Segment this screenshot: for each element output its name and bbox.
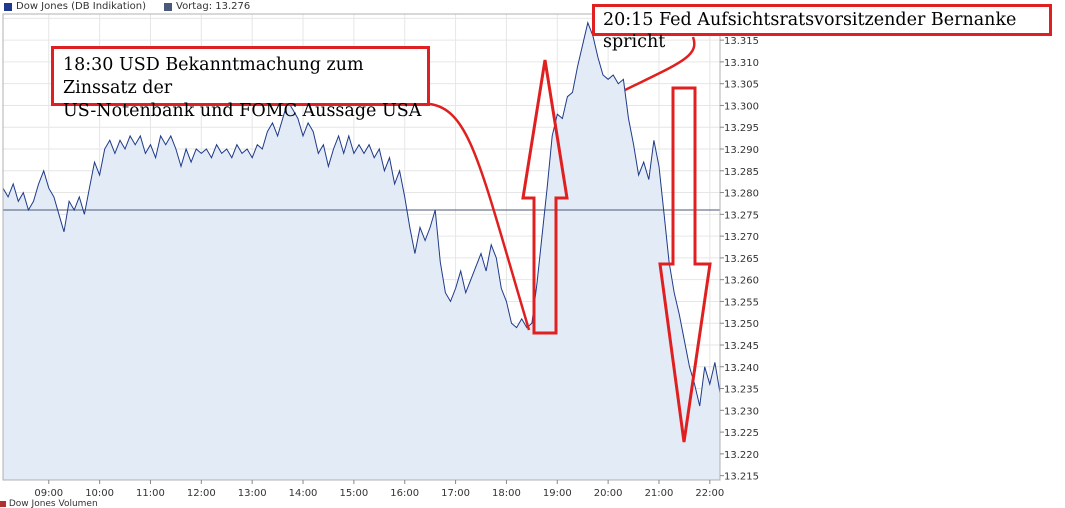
y-tick-label: 13.270 bbox=[724, 232, 759, 243]
legend-swatch-reference bbox=[164, 2, 172, 11]
annotation-bernanke: 20:15 Fed Aufsichtsratsvorsitzender Bern… bbox=[592, 4, 1052, 52]
y-tick-label: 13.275 bbox=[724, 210, 759, 221]
up-arrow bbox=[521, 59, 569, 335]
y-tick-label: 13.230 bbox=[724, 406, 759, 417]
y-tick-label: 13.215 bbox=[724, 472, 759, 483]
y-axis: 13.215 13.220 13.225 13.230 13.235 13.240 13.2… bbox=[720, 14, 759, 483]
y-tick-label: 13.295 bbox=[724, 123, 759, 134]
x-tick-label: 13:00 bbox=[238, 488, 267, 499]
y-tick-label: 13.280 bbox=[724, 189, 759, 200]
annotation-fomc: 18:30 USD Bekanntmachung zum Zinssatz de… bbox=[51, 46, 430, 121]
x-tick-label: 22:00 bbox=[695, 488, 724, 499]
price-area-fill bbox=[3, 22, 720, 480]
y-tick-label: 13.285 bbox=[724, 167, 759, 178]
y-tick-label: 13.300 bbox=[724, 101, 759, 112]
volume-legend-swatch bbox=[0, 500, 6, 507]
legend-label-series: Dow Jones (DB Indikation) bbox=[16, 1, 146, 12]
x-tick-label: 18:00 bbox=[492, 488, 521, 499]
volume-legend-label: Dow Jones Volumen bbox=[8, 499, 98, 508]
chart-legend: Dow Jones (DB Indikation) Vortag: 13.276 bbox=[0, 0, 720, 12]
annotation-bernanke-text: 20:15 Fed Aufsichtsratsvorsitzender Bern… bbox=[603, 10, 1017, 52]
plot-frame bbox=[2, 13, 721, 481]
volume-legend: Dow Jones Volumen bbox=[0, 499, 120, 508]
x-axis: 09:00 10:00 11:00 12:00 13:00 14:00 15:00 16:00… bbox=[34, 480, 724, 499]
y-tick-label: 13.310 bbox=[724, 58, 759, 69]
x-tick-label: 16:00 bbox=[390, 488, 419, 499]
x-tick-label: 19:00 bbox=[543, 488, 572, 499]
x-tick-label: 20:00 bbox=[594, 488, 623, 499]
x-tick-label: 21:00 bbox=[645, 488, 674, 499]
x-tick-label: 10:00 bbox=[85, 488, 114, 499]
legend-swatch-series bbox=[4, 2, 12, 11]
connector-curve-1830 bbox=[429, 102, 531, 331]
connector-curve-2015 bbox=[624, 36, 696, 92]
y-tick-label: 13.260 bbox=[724, 276, 759, 287]
x-tick-label: 17:00 bbox=[441, 488, 470, 499]
down-arrow bbox=[658, 86, 712, 443]
annotation-shapes bbox=[429, 36, 712, 443]
y-tick-label: 13.315 bbox=[724, 36, 759, 47]
y-tick-label: 13.250 bbox=[724, 319, 759, 330]
y-tick-label: 13.235 bbox=[724, 385, 759, 396]
y-tick-label: 13.305 bbox=[724, 80, 759, 91]
y-tick-label: 13.220 bbox=[724, 450, 759, 461]
price-line bbox=[2, 21, 721, 407]
legend-item-series: Dow Jones (DB Indikation) bbox=[4, 1, 146, 12]
legend-label-reference: Vortag: 13.276 bbox=[176, 1, 251, 12]
y-tick-label: 13.225 bbox=[724, 428, 759, 439]
x-tick-label: 09:00 bbox=[34, 488, 63, 499]
x-tick-label: 12:00 bbox=[187, 488, 216, 499]
x-tick-label: 14:00 bbox=[289, 488, 318, 499]
y-tick-label: 13.265 bbox=[724, 254, 759, 265]
annotation-fomc-line1: 18:30 USD Bekanntmachung zum Zinssatz de… bbox=[63, 55, 364, 98]
y-tick-label: 13.255 bbox=[724, 297, 759, 308]
legend-item-reference: Vortag: 13.276 bbox=[164, 1, 250, 12]
y-tick-label: 13.245 bbox=[724, 341, 759, 352]
x-tick-label: 15:00 bbox=[339, 488, 368, 499]
y-tick-label: 13.290 bbox=[724, 145, 759, 156]
y-tick-label: 13.240 bbox=[724, 363, 759, 374]
annotation-fomc-line2: US-Notenbank und FOMC Aussage USA bbox=[63, 101, 422, 121]
x-tick-label: 11:00 bbox=[136, 488, 165, 499]
